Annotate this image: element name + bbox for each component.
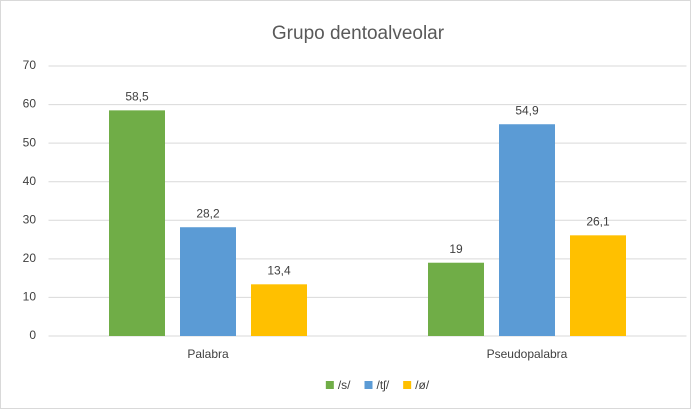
y-tick-label: 50	[23, 135, 37, 149]
y-tick-label: 70	[23, 58, 37, 72]
data-label: 26,1	[586, 215, 610, 229]
data-label: 54,9	[515, 103, 539, 117]
bar	[570, 235, 626, 336]
data-label: 28,2	[196, 206, 220, 220]
bar	[180, 227, 236, 336]
legend-label: /s/	[338, 378, 351, 392]
data-label: 13,4	[267, 263, 291, 277]
data-label: 19	[449, 242, 463, 256]
bar	[251, 284, 307, 336]
legend-swatch	[364, 381, 373, 389]
legend-label: /ø/	[415, 378, 430, 392]
bar	[109, 110, 165, 336]
legend-label: /tʃ/	[377, 378, 390, 392]
chart-title: Grupo dentoalveolar	[272, 23, 445, 44]
data-label: 58,5	[125, 90, 149, 104]
x-tick-label: Palabra	[187, 347, 229, 361]
bar	[428, 262, 484, 336]
x-tick-label: Pseudopalabra	[487, 347, 568, 361]
y-tick-label: 0	[29, 328, 36, 342]
bar	[499, 124, 555, 336]
y-tick-label: 10	[23, 290, 37, 304]
y-tick-label: 60	[23, 97, 37, 111]
y-tick-label: 30	[23, 212, 37, 226]
legend-swatch	[403, 381, 412, 389]
y-tick-label: 20	[23, 251, 37, 265]
legend-swatch	[325, 381, 334, 389]
y-tick-label: 40	[23, 174, 37, 188]
